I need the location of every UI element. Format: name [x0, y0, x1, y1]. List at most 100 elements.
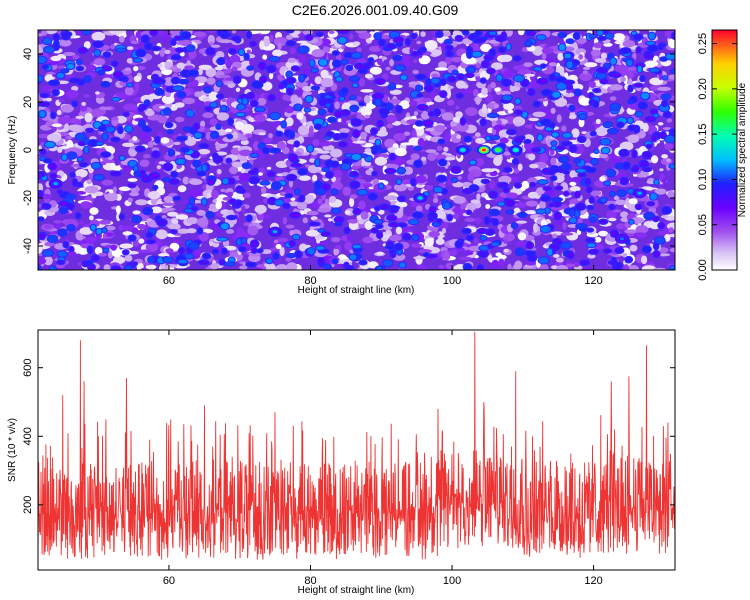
spectrogram-blob [328, 218, 333, 222]
spectrogram-blob [548, 169, 555, 175]
spectrogram-blob [299, 74, 304, 82]
spectrogram-blob [324, 198, 330, 206]
spectrogram-blob [153, 77, 162, 84]
spectrogram-blob [514, 122, 522, 127]
spectrogram-blob [347, 219, 359, 224]
spectrogram-blob [534, 67, 542, 71]
spectrogram-blob [466, 235, 473, 241]
spectrogram-blob [99, 219, 111, 225]
spectrogram-blob [352, 52, 362, 59]
spectrogram-blob [397, 167, 405, 174]
spectrogram-blob [39, 110, 46, 118]
spectrogram-blob [298, 175, 311, 181]
spectrogram-blob [433, 193, 438, 199]
spectrogram-blob [322, 46, 331, 53]
spectrogram-blob [343, 158, 353, 164]
spectrogram-blob [555, 257, 564, 263]
spectrogram-blob [451, 166, 461, 173]
spectrogram-blob [296, 112, 304, 120]
spectrogram-blob [517, 30, 525, 36]
spectrogram-blob [488, 179, 496, 190]
spectrogram-blob [590, 190, 602, 196]
spectrogram-blob [179, 247, 185, 255]
spectrogram-blob [239, 49, 244, 56]
spectrogram-blob [125, 125, 133, 132]
spectrogram-blob [600, 79, 608, 84]
spectrogram-blob [315, 159, 320, 167]
spectrogram-blob [169, 66, 178, 71]
spectrogram-blob [643, 167, 652, 172]
spectrogram-blob [386, 43, 396, 49]
spectrogram-blob [620, 76, 626, 82]
spectrogram-blob [556, 77, 566, 82]
spectrogram-blob [396, 129, 403, 134]
spectrogram-blob [550, 157, 557, 166]
spectrogram-blob [316, 32, 323, 37]
spectrogram-blob [198, 64, 212, 70]
spectrogram-blob [272, 121, 279, 128]
spectrogram-blob [671, 32, 675, 39]
spectrogram-blob [276, 92, 281, 100]
spectrogram-blob [426, 78, 431, 85]
spectrogram-blob [226, 188, 234, 194]
spectrogram-blob [584, 62, 598, 68]
colorbar-gradient [712, 30, 737, 270]
spectrogram-blob [650, 193, 657, 200]
spectrogram-blob [215, 200, 222, 210]
spectrogram-blob [527, 191, 539, 199]
spectrogram-blob [558, 32, 567, 38]
spectrogram-blob [515, 248, 524, 256]
spectrogram-blob [334, 217, 344, 223]
spectrogram-blob [669, 129, 675, 134]
spectrogram-blob [622, 264, 630, 270]
spectrogram-blob [424, 253, 429, 257]
spectrogram-blob [137, 249, 151, 254]
spectrogram-blob [413, 111, 419, 116]
spectrogram-blob [222, 248, 227, 254]
spectrogram-blob [126, 58, 134, 64]
spectrogram-blob [302, 86, 313, 92]
spectrogram-blob [528, 89, 535, 96]
spectrogram-blob [493, 104, 499, 109]
spectrogram-blob [441, 112, 454, 121]
spectrogram-blob [101, 81, 110, 87]
spectrogram-blob [515, 241, 527, 247]
spectrogram-blob [285, 224, 295, 229]
spectrogram-blob [403, 166, 413, 175]
spectrogram-blob [482, 61, 489, 67]
spectrogram-blob [516, 202, 527, 208]
spectrogram-blob [45, 141, 55, 148]
spectrogram-blob [269, 72, 274, 80]
spectrogram-blob [591, 158, 598, 165]
spectrogram-blob [576, 223, 587, 229]
spectrogram-blob [393, 183, 407, 192]
spectrogram-blob [430, 90, 436, 99]
spectrogram-blob [599, 153, 608, 159]
spectrogram-blob [219, 259, 225, 265]
spectrogram-blob [334, 101, 340, 110]
spectrogram-blob [439, 211, 447, 220]
spectrogram-hotspots [48, 145, 647, 244]
spectrogram-blob [298, 55, 306, 64]
spectrogram-blob [485, 136, 491, 141]
spectrogram-blob [83, 41, 91, 49]
spectrogram-blob [600, 52, 608, 60]
spectrogram-blob [128, 235, 136, 241]
spectrogram-blob [533, 101, 540, 107]
spectrogram-blob [507, 109, 514, 114]
spectrogram-blob [146, 232, 153, 238]
spectrogram-blob [548, 62, 558, 67]
spectrogram-blobs [38, 30, 675, 270]
spectrogram-blob [564, 191, 569, 196]
spectrogram-blob [547, 248, 553, 256]
spectrogram-blob [453, 206, 462, 214]
spectrogram-blob [96, 228, 102, 235]
spectrogram-blob [566, 84, 572, 90]
spectrogram-blob [524, 210, 538, 215]
spectrogram-blob [44, 159, 52, 163]
spectrogram-blob [479, 250, 488, 257]
spectrogram-blob [221, 98, 227, 103]
spectrogram-blob [604, 63, 611, 69]
spectrogram-blob [66, 64, 75, 69]
spectrogram-blob [91, 31, 106, 42]
